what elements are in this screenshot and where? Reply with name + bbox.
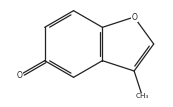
Text: O: O (16, 71, 22, 80)
Text: CH₃: CH₃ (136, 93, 149, 99)
Text: O: O (131, 13, 137, 22)
